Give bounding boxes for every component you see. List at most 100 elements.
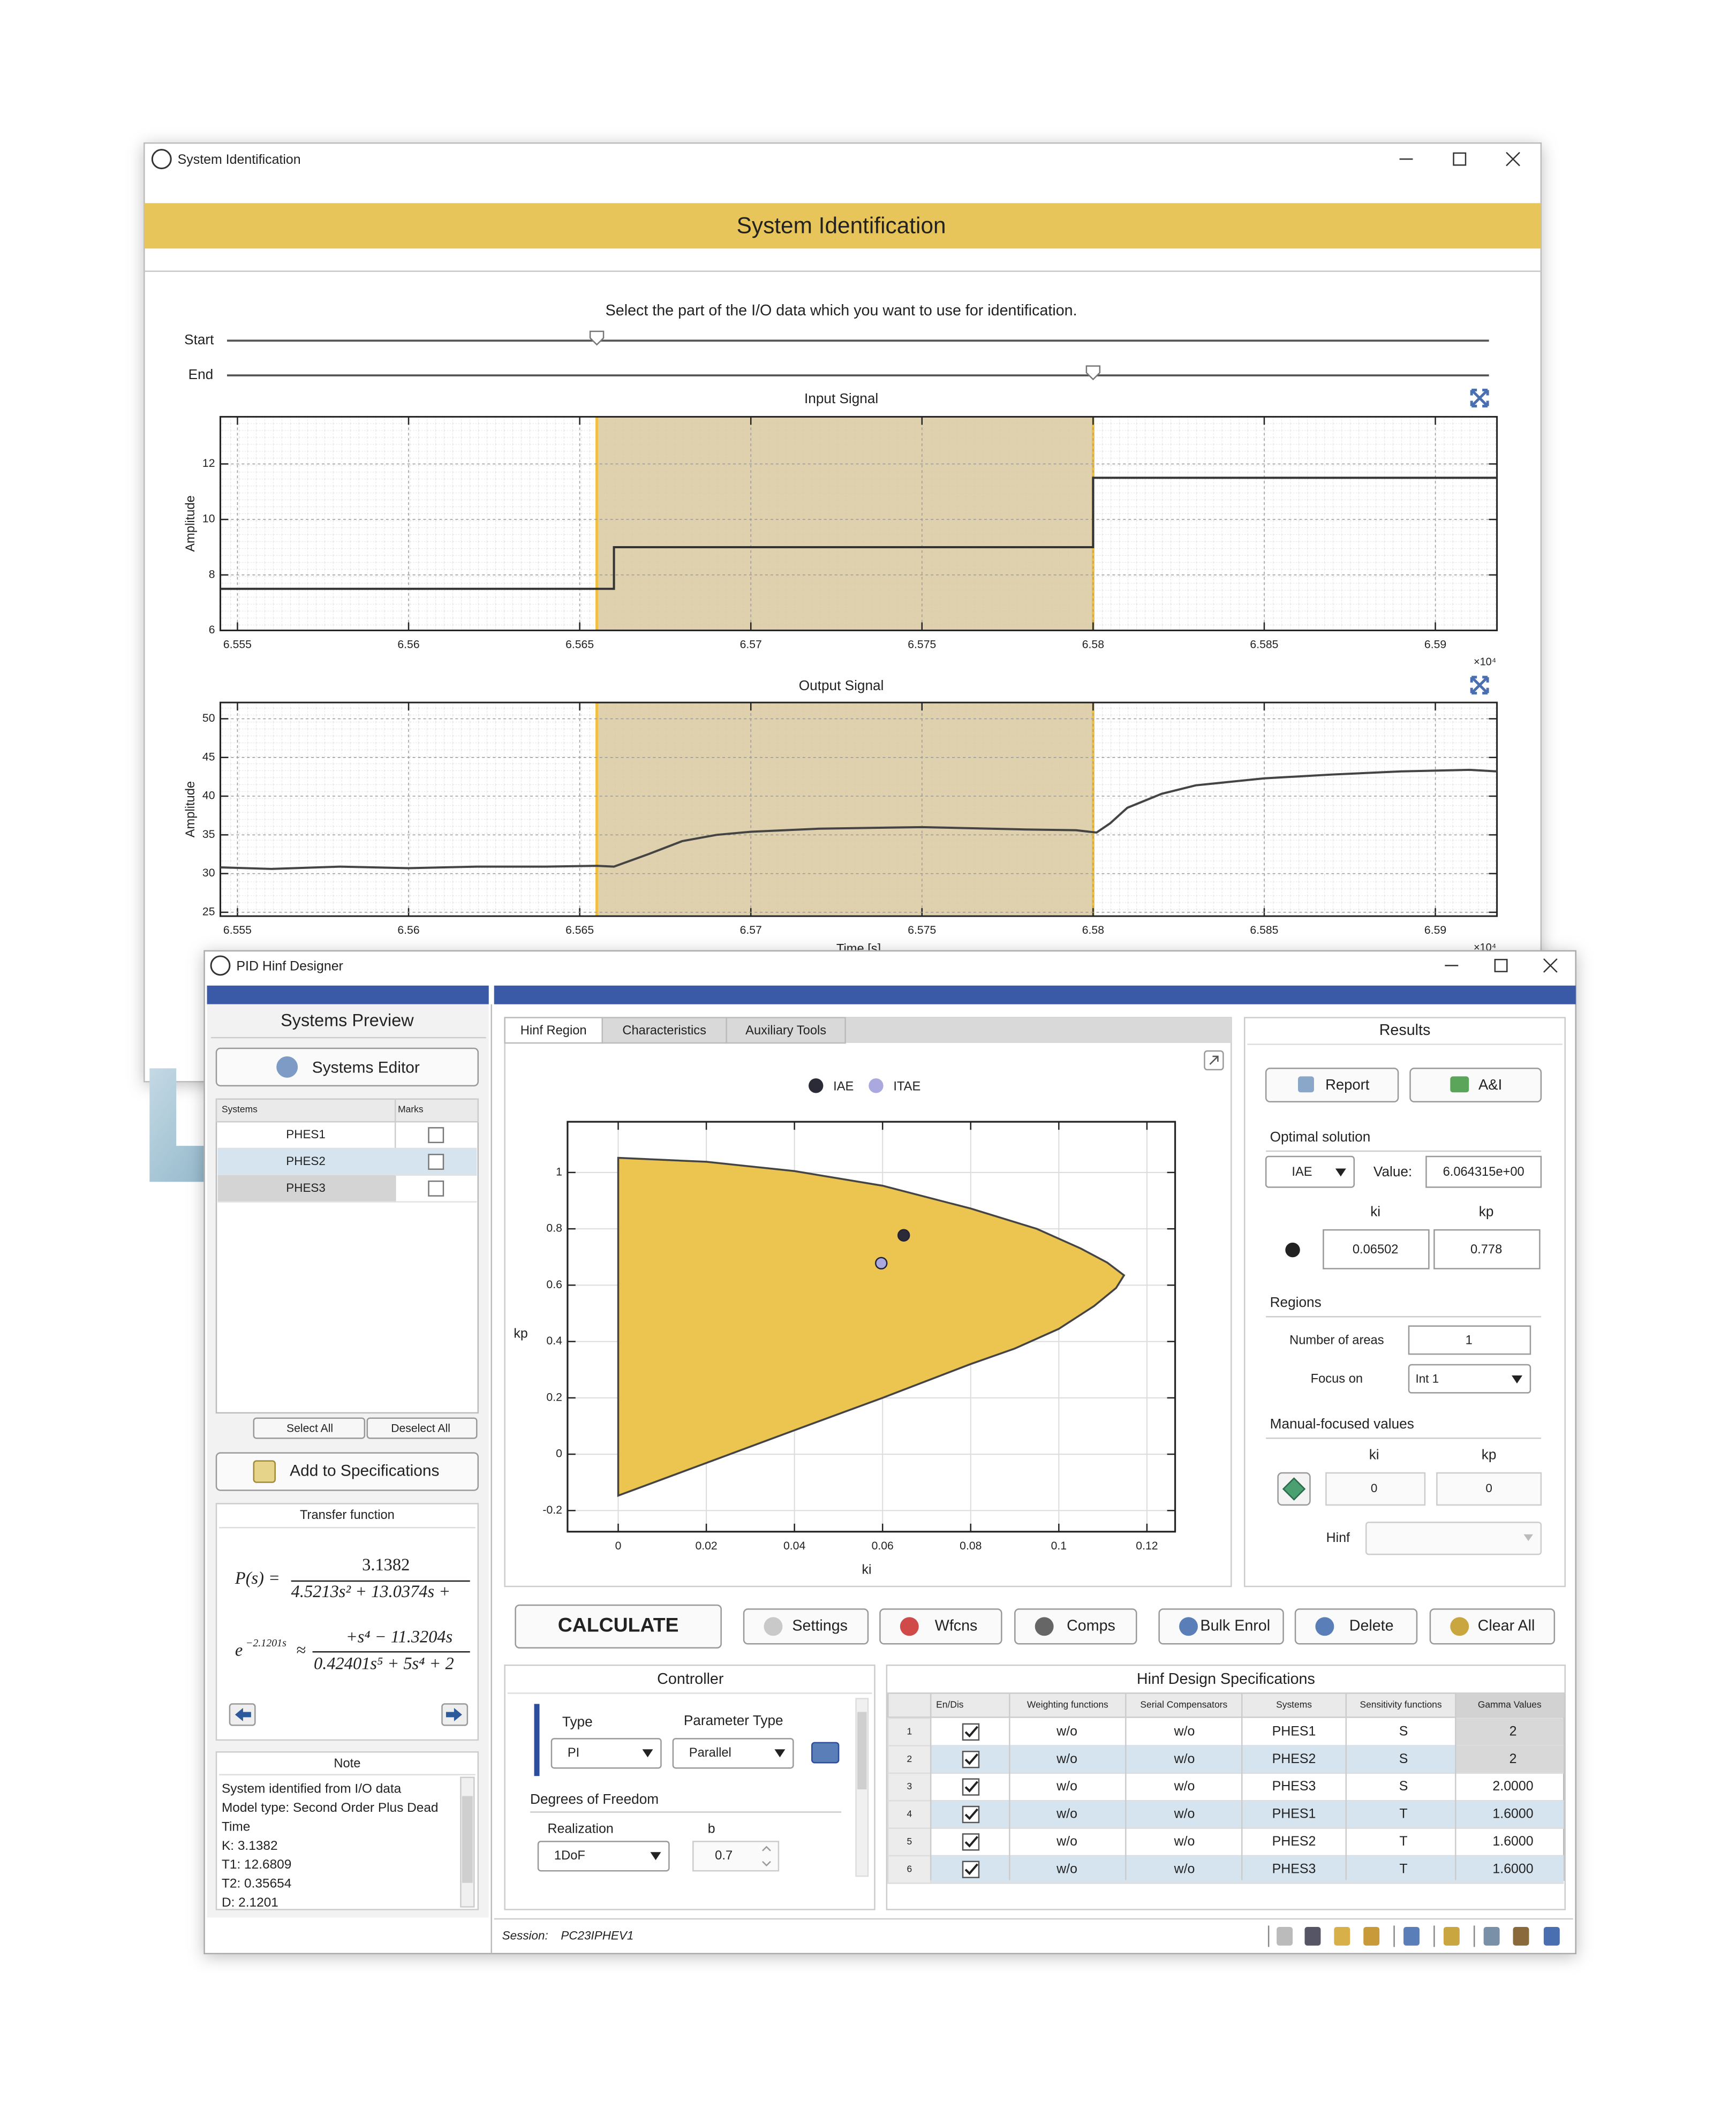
table-cell: w/o [1056, 1751, 1077, 1766]
row-number: 5 [907, 1836, 912, 1847]
table-cell: PHES2 [1272, 1751, 1316, 1766]
mark-checkbox[interactable] [428, 1127, 444, 1144]
tab[interactable] [726, 1017, 846, 1044]
y-tick-label: 0.2 [546, 1391, 562, 1403]
x-tick-label: 6.56 [397, 638, 419, 651]
maximize-icon[interactable] [1453, 152, 1467, 166]
dropdown-value: Int 1 [1415, 1372, 1439, 1385]
type-dropdown[interactable] [550, 1738, 662, 1769]
button-icon [1450, 1617, 1469, 1636]
y-axis-label: Amplitude [184, 495, 198, 551]
report-button[interactable] [1265, 1068, 1399, 1103]
ai-icon [1450, 1076, 1469, 1093]
dropdown-arrow [642, 1749, 653, 1758]
row-number: 6 [907, 1863, 912, 1874]
x-tick-label: 6.57 [740, 638, 762, 651]
formula-denominator: 0.42401s⁵ + 5s⁴ + 2 [314, 1654, 454, 1674]
status-icon[interactable] [1483, 1926, 1500, 1946]
criterion-dropdown[interactable] [1265, 1155, 1355, 1188]
formula-exponent: −2.1201s [246, 1637, 286, 1649]
selection-region [597, 417, 1093, 631]
focus-dropdown[interactable] [1408, 1364, 1531, 1394]
status-icon[interactable] [1334, 1926, 1350, 1946]
button-label: Add to Specifications [290, 1462, 439, 1479]
status-icon[interactable] [1363, 1926, 1380, 1946]
note-line: T2: 0.35654 [222, 1877, 291, 1891]
table-cell: 2 [1509, 1751, 1517, 1766]
column-label: ki [1369, 1447, 1379, 1463]
note-line: Model type: Second Order Plus Dead [222, 1801, 439, 1815]
x-tick-label: 6.565 [565, 924, 594, 936]
y-tick-label: 1 [556, 1166, 562, 1178]
realization-dropdown[interactable] [537, 1841, 670, 1872]
table-cell: S [1399, 1779, 1408, 1794]
status-icon[interactable] [1443, 1926, 1460, 1946]
formula-numerator: 3.1382 [362, 1555, 410, 1575]
check-mark [964, 1808, 979, 1820]
formula-approx: ≈ [297, 1641, 306, 1660]
table-cell: PHES3 [1272, 1861, 1316, 1876]
button-icon [1315, 1617, 1334, 1636]
button-label: Wfcns [935, 1617, 978, 1634]
table-cell: w/o [1056, 1723, 1077, 1738]
spinner-icon[interactable] [762, 1846, 771, 1867]
check-mark [964, 1753, 979, 1765]
slider-thumb[interactable] [589, 330, 605, 346]
mark-checkbox[interactable] [428, 1154, 444, 1170]
status-icon[interactable] [1277, 1926, 1293, 1946]
ai-button[interactable] [1409, 1068, 1542, 1103]
deselect-all-button[interactable] [366, 1417, 478, 1439]
status-icon[interactable] [1513, 1926, 1529, 1946]
expand-icon[interactable] [1470, 389, 1489, 407]
close-icon[interactable] [1506, 152, 1520, 167]
close-icon[interactable] [1543, 958, 1558, 973]
add-specs-button[interactable] [215, 1452, 479, 1491]
x-axis-label: ki [862, 1562, 872, 1577]
status-icon[interactable] [1304, 1926, 1321, 1946]
slider-thumb[interactable] [1085, 365, 1101, 381]
field-value: 0.778 [1470, 1243, 1502, 1257]
systems-table [215, 1098, 479, 1414]
table-header [215, 1098, 479, 1123]
scroll-thumb [857, 1712, 867, 1790]
mark-checkbox[interactable] [428, 1180, 444, 1197]
tab[interactable] [601, 1017, 727, 1044]
param-dropdown[interactable] [672, 1738, 794, 1769]
status-icon[interactable] [1543, 1926, 1560, 1946]
select-all-button[interactable] [253, 1417, 366, 1439]
row-number: 1 [907, 1726, 912, 1736]
y-axis-label: kp [514, 1326, 527, 1341]
hinf-dropdown[interactable] [1365, 1522, 1542, 1555]
legend-label: ITAE [893, 1080, 920, 1094]
note-line: System identified from I/O data [222, 1782, 402, 1796]
diamond-icon [1282, 1477, 1306, 1501]
table-cell: PHES2 [1272, 1834, 1316, 1849]
controller-icon[interactable] [811, 1742, 840, 1764]
table-cell: 1.6000 [1492, 1861, 1533, 1876]
y-tick-label: 0 [556, 1448, 562, 1460]
systems-editor-button[interactable] [215, 1047, 479, 1087]
button-label: CALCULATE [558, 1614, 679, 1636]
field-label: Hinf [1326, 1530, 1350, 1545]
maximize-icon[interactable] [1494, 958, 1508, 972]
calculate-button[interactable] [515, 1604, 722, 1649]
column-header: Gamma Values [1478, 1699, 1542, 1710]
table-cell: w/o [1056, 1861, 1077, 1876]
y-tick-label: 8 [209, 568, 215, 580]
y-tick-label: 12 [202, 457, 215, 470]
status-icon[interactable] [1403, 1926, 1420, 1946]
gamma-cell [1455, 1745, 1564, 1773]
kp-field [1433, 1229, 1541, 1269]
x-tick-label: 6.56 [397, 924, 419, 936]
report-icon [1298, 1076, 1314, 1093]
table-cell: 1.6000 [1492, 1806, 1533, 1821]
table-cell: w/o [1174, 1751, 1195, 1766]
button-label: Deselect All [391, 1422, 450, 1434]
expand-icon[interactable] [1470, 676, 1489, 695]
pid-hinf-designer-window: PID Hinf Designer Systems Preview Systems … [203, 950, 1576, 1955]
input-signal-line [220, 477, 1497, 590]
table-cell: PHES1 [1272, 1806, 1316, 1821]
specs-table [887, 1692, 1565, 1881]
top-band [207, 985, 489, 1004]
formula-denominator: 4.5213s² + 13.0374s + [291, 1582, 450, 1601]
